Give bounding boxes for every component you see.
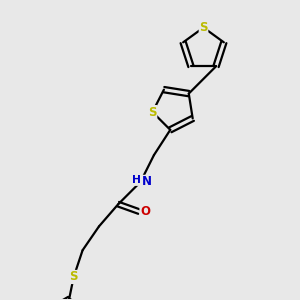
Text: H: H <box>132 176 140 185</box>
Text: S: S <box>69 271 78 284</box>
Text: S: S <box>148 106 157 118</box>
Text: N: N <box>142 176 152 188</box>
Text: S: S <box>199 21 208 34</box>
Text: O: O <box>140 205 150 218</box>
